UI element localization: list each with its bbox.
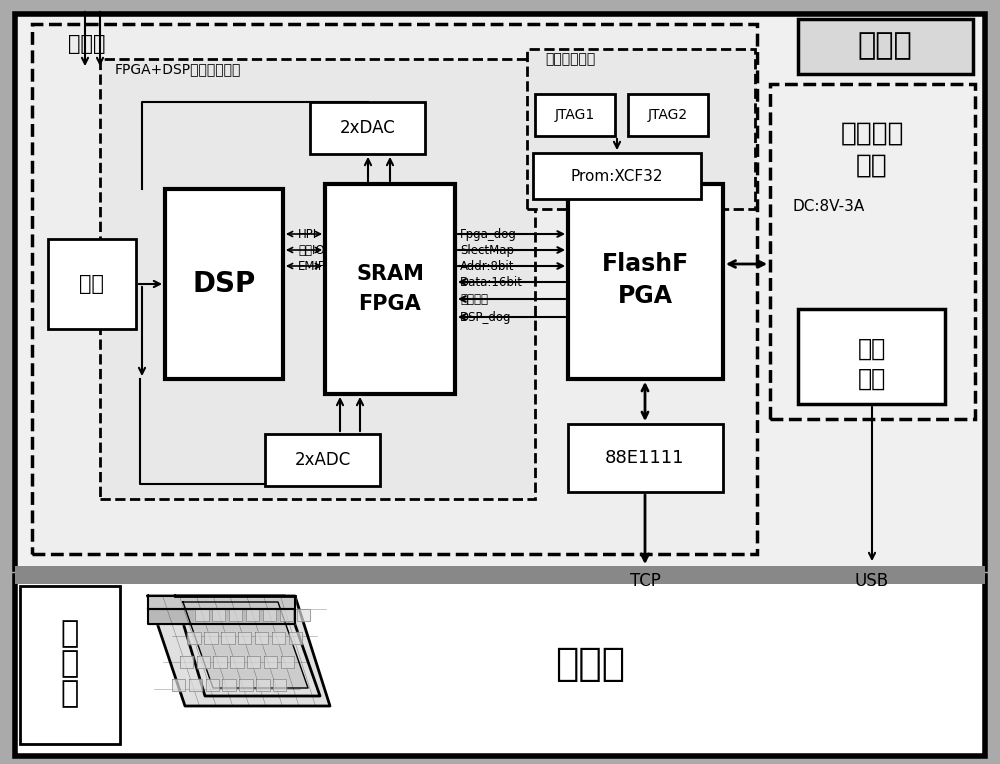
Polygon shape xyxy=(195,609,209,621)
Polygon shape xyxy=(246,609,259,621)
Text: EMIF: EMIF xyxy=(298,260,326,273)
Polygon shape xyxy=(212,609,225,621)
Polygon shape xyxy=(187,633,201,644)
Polygon shape xyxy=(273,679,286,691)
Polygon shape xyxy=(148,609,295,624)
Bar xyxy=(310,102,425,154)
Bar xyxy=(20,586,120,744)
Text: 上位机: 上位机 xyxy=(555,645,625,683)
Bar xyxy=(798,19,973,74)
Polygon shape xyxy=(183,602,308,688)
Text: 作: 作 xyxy=(61,649,79,678)
Polygon shape xyxy=(272,633,285,644)
Bar xyxy=(265,434,380,486)
Bar xyxy=(48,239,136,329)
Text: JTAG2: JTAG2 xyxy=(648,108,688,122)
Text: TCP: TCP xyxy=(630,572,660,590)
Text: Addr:8bit: Addr:8bit xyxy=(460,260,514,273)
Bar xyxy=(798,309,945,404)
Polygon shape xyxy=(180,656,193,668)
Text: 测试板: 测试板 xyxy=(68,34,106,54)
Polygon shape xyxy=(281,656,294,668)
Text: 单元: 单元 xyxy=(856,153,888,179)
Text: 程控: 程控 xyxy=(858,337,886,361)
Text: SRAM: SRAM xyxy=(356,264,424,284)
Polygon shape xyxy=(280,609,293,621)
Text: 2xDAC: 2xDAC xyxy=(340,119,396,137)
Text: Prom:XCF32: Prom:XCF32 xyxy=(571,169,663,183)
Bar xyxy=(32,24,757,554)
Polygon shape xyxy=(172,679,185,691)
Polygon shape xyxy=(229,609,242,621)
Bar xyxy=(568,184,723,379)
Bar xyxy=(527,49,755,209)
Polygon shape xyxy=(189,679,202,691)
Text: 室: 室 xyxy=(61,679,79,708)
Text: DSP: DSP xyxy=(192,270,256,298)
Polygon shape xyxy=(222,679,236,691)
Text: 管理测试单元: 管理测试单元 xyxy=(545,52,595,66)
Text: FPGA+DSP信号处理单元: FPGA+DSP信号处理单元 xyxy=(115,62,241,76)
Text: DC:8V-3A: DC:8V-3A xyxy=(793,199,865,213)
Bar xyxy=(15,14,985,569)
Text: PGA: PGA xyxy=(618,284,672,308)
Polygon shape xyxy=(238,633,251,644)
Polygon shape xyxy=(148,596,330,706)
Text: 2xADC: 2xADC xyxy=(295,451,351,469)
Polygon shape xyxy=(206,679,219,691)
Bar xyxy=(325,184,455,394)
Polygon shape xyxy=(247,656,260,668)
Polygon shape xyxy=(213,656,227,668)
Polygon shape xyxy=(204,633,218,644)
Text: 操: 操 xyxy=(61,620,79,649)
Polygon shape xyxy=(230,656,244,668)
Text: 88E1111: 88E1111 xyxy=(605,449,685,467)
Bar xyxy=(15,566,985,584)
Text: FlashF: FlashF xyxy=(601,252,689,276)
Bar xyxy=(770,84,975,419)
Polygon shape xyxy=(255,633,268,644)
Bar xyxy=(535,94,615,136)
Text: 辐照室: 辐照室 xyxy=(858,31,912,60)
Polygon shape xyxy=(197,656,210,668)
Text: Fpga_dog: Fpga_dog xyxy=(460,228,517,241)
Bar xyxy=(628,94,708,136)
Bar xyxy=(15,576,985,756)
Text: HPI: HPI xyxy=(298,228,317,241)
Polygon shape xyxy=(175,596,320,696)
Bar xyxy=(568,424,723,492)
Polygon shape xyxy=(263,609,276,621)
Polygon shape xyxy=(297,609,310,621)
Text: 锁定指示: 锁定指示 xyxy=(460,293,488,306)
Text: 电源: 电源 xyxy=(858,367,886,391)
Bar xyxy=(165,189,283,379)
Text: 通用IO: 通用IO xyxy=(298,244,325,257)
Text: FPGA: FPGA xyxy=(359,294,421,314)
Text: USB: USB xyxy=(855,572,889,590)
Text: SlectMap: SlectMap xyxy=(460,244,514,257)
Polygon shape xyxy=(221,633,235,644)
Text: 供电管理: 供电管理 xyxy=(840,121,904,147)
Bar xyxy=(100,59,535,499)
Text: DSP_dog: DSP_dog xyxy=(460,310,512,323)
Text: JTAG1: JTAG1 xyxy=(555,108,595,122)
Polygon shape xyxy=(148,596,295,609)
Bar xyxy=(533,153,701,199)
Text: Data:16bit: Data:16bit xyxy=(460,276,523,289)
Text: 运放: 运放 xyxy=(80,274,104,294)
Polygon shape xyxy=(256,679,270,691)
Polygon shape xyxy=(239,679,253,691)
Polygon shape xyxy=(289,633,302,644)
Polygon shape xyxy=(264,656,277,668)
